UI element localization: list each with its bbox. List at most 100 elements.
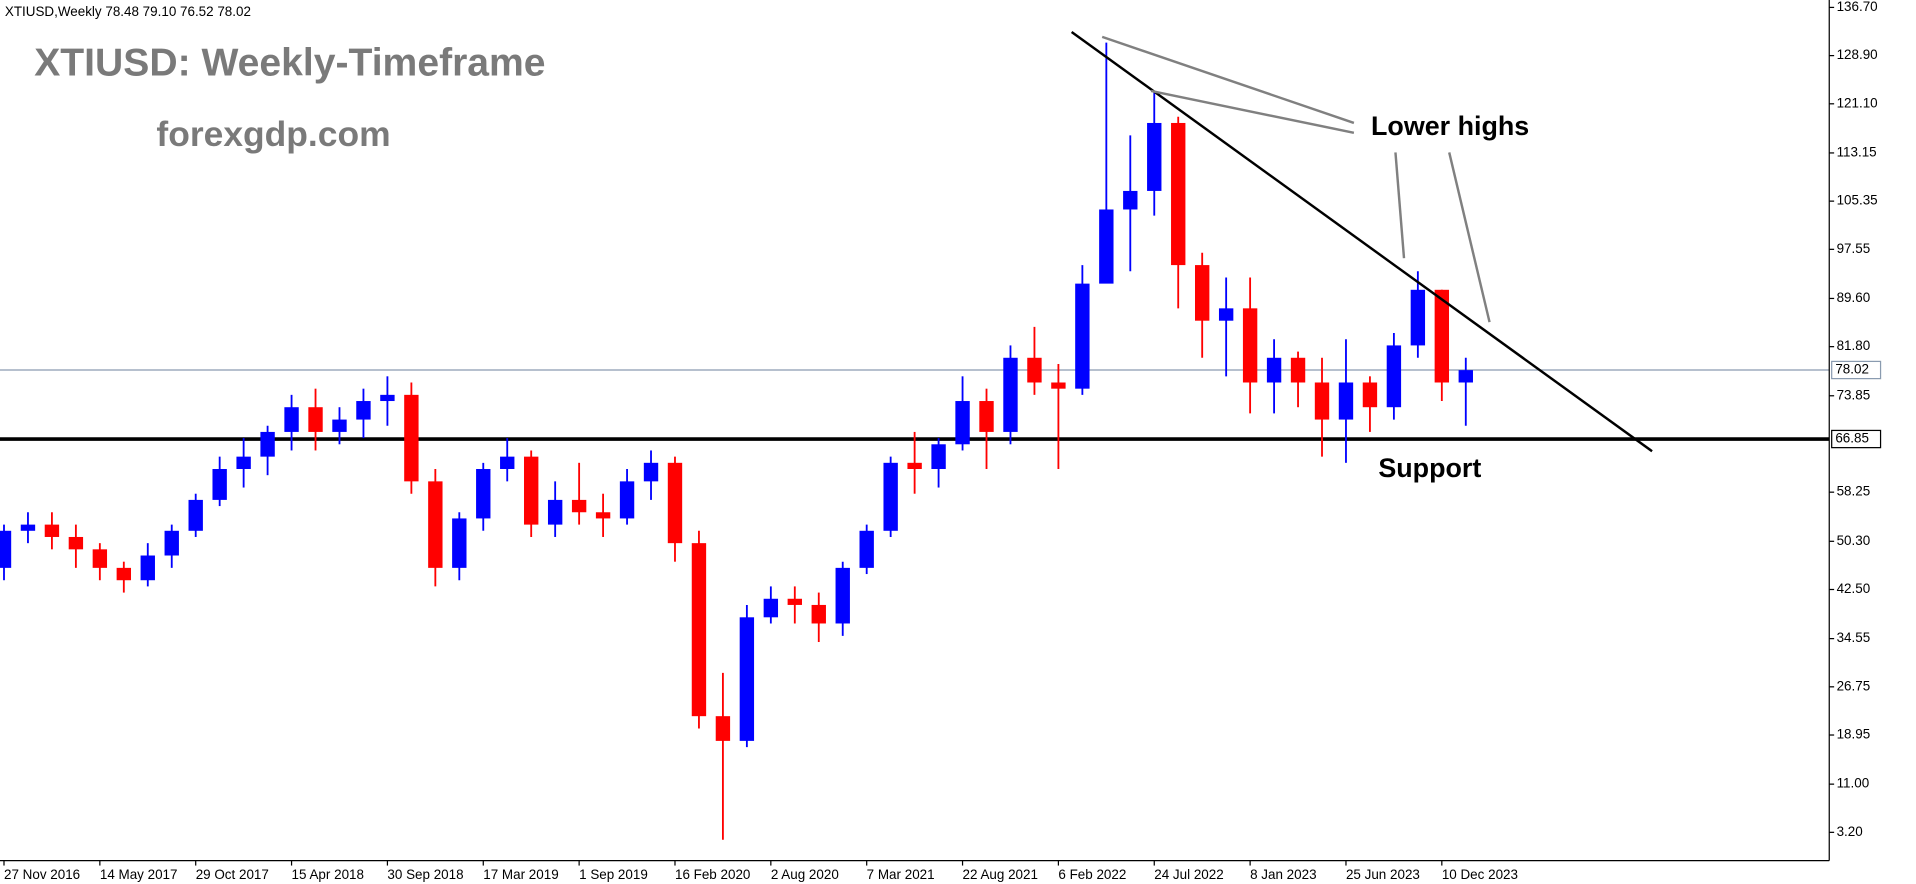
candle-body — [739, 617, 755, 741]
candle-body — [92, 549, 108, 568]
candle-body — [787, 598, 802, 605]
candle-body — [1027, 357, 1042, 383]
pointer — [1448, 152, 1491, 323]
candle-body — [907, 462, 922, 470]
candle-body — [380, 394, 395, 402]
x-tick-label: 14 May 2017 — [100, 867, 178, 882]
annotation: Lower highs — [1371, 111, 1529, 141]
y-tick-label: 50.30 — [1837, 533, 1871, 548]
candle-body — [260, 431, 275, 457]
x-tick-label: 24 Jul 2022 — [1154, 867, 1223, 882]
y-tick-label: 128.90 — [1837, 47, 1878, 62]
candle-body — [1338, 382, 1354, 420]
candle-body — [476, 469, 491, 519]
candle-body — [428, 481, 443, 568]
y-tick-label: 58.25 — [1837, 484, 1871, 499]
annotation: Support — [1378, 453, 1481, 483]
x-tick-label: 7 Mar 2021 — [867, 867, 935, 882]
candle-body — [979, 401, 994, 432]
candle-body — [1147, 122, 1162, 191]
x-tick-label: 8 Jan 2023 — [1250, 867, 1316, 882]
candle-body — [883, 462, 898, 531]
x-tick-label: 25 Jun 2023 — [1346, 867, 1420, 882]
chart-title: XTIUSD: Weekly-Timeframe — [34, 40, 545, 84]
x-tick-label: 1 Sep 2019 — [579, 867, 648, 882]
pointer — [1150, 89, 1355, 134]
x-tick-label: 2 Aug 2020 — [771, 867, 839, 882]
candle-body — [1362, 382, 1378, 408]
y-tick-label: 97.55 — [1837, 241, 1871, 256]
candle-body — [1434, 289, 1450, 383]
candle-body — [595, 512, 611, 519]
candle-body — [0, 530, 12, 568]
y-tick-label: 89.60 — [1837, 290, 1871, 305]
candle-body — [524, 456, 539, 525]
candle-body — [212, 469, 227, 500]
x-tick-label: 27 Nov 2016 — [4, 867, 80, 882]
candle-body — [811, 604, 826, 624]
candle-body — [1194, 265, 1210, 321]
price-label-box — [1831, 360, 1882, 380]
pointer — [1101, 35, 1355, 125]
x-tick-label: 15 Apr 2018 — [292, 867, 364, 882]
candle-body — [164, 530, 179, 556]
candle-body — [1458, 370, 1473, 383]
candle-body — [188, 499, 203, 531]
price-label: 78.02 — [1835, 362, 1869, 377]
x-tick-label: 6 Feb 2022 — [1058, 867, 1126, 882]
price-label-box — [1831, 429, 1882, 449]
info-line: XTIUSD,Weekly 78.48 79.10 76.52 78.02 — [5, 4, 251, 19]
y-tick-label: 121.10 — [1837, 95, 1878, 110]
candle-body — [20, 524, 36, 531]
x-tick-label: 16 Feb 2020 — [675, 867, 750, 882]
candle-body — [1290, 357, 1306, 383]
y-tick-label: 113.15 — [1837, 144, 1877, 159]
candle-body — [859, 530, 874, 568]
candle-body — [835, 567, 850, 624]
candle-body — [715, 716, 731, 741]
candle-body — [116, 567, 132, 581]
candle-body — [931, 444, 946, 470]
x-tick-label: 30 Sep 2018 — [387, 867, 463, 882]
candle-body — [1266, 357, 1282, 383]
candle-body — [1242, 308, 1258, 383]
candle-body — [763, 598, 779, 618]
plot-area — [0, 42, 1830, 840]
candle-body — [452, 518, 467, 568]
candle-body — [332, 419, 347, 432]
y-tick-label: 136.70 — [1837, 0, 1878, 14]
candle-body — [619, 481, 635, 519]
candle-body — [68, 536, 84, 550]
candle-body — [1123, 190, 1138, 210]
y-tick-label: 11.00 — [1837, 776, 1870, 791]
axes: 136.70 128.90 121.10 113.15 105.35 97.55 89.60… — [3, 0, 1882, 882]
candle-body — [643, 462, 659, 482]
y-tick-label: 105.35 — [1837, 193, 1878, 208]
candle-body — [571, 499, 587, 513]
candle-body — [547, 499, 563, 525]
price-label: 66.85 — [1835, 431, 1869, 446]
candle-body — [1075, 283, 1090, 389]
candle-body — [667, 462, 683, 544]
candle-body — [236, 456, 251, 470]
candle-body — [1218, 308, 1234, 321]
chart-subtitle: forexgdp.com — [156, 114, 390, 154]
y-tick-label: 34.55 — [1837, 630, 1871, 645]
candle-body — [308, 407, 323, 432]
candle-body — [500, 456, 515, 470]
candle-body — [691, 543, 707, 717]
y-tick-label: 73.85 — [1837, 387, 1871, 402]
candle-body — [955, 401, 970, 445]
candle-body — [1314, 382, 1330, 420]
y-tick-label: 3.20 — [1837, 824, 1863, 839]
candle-body — [404, 394, 419, 482]
candle-body — [356, 401, 371, 420]
candle-body — [1410, 289, 1426, 346]
y-tick-label: 18.95 — [1837, 727, 1871, 742]
x-tick-label: 22 Aug 2021 — [963, 867, 1038, 882]
candle-body — [1386, 345, 1402, 408]
x-tick-label: 10 Dec 2023 — [1442, 867, 1518, 882]
x-tick-label: 17 Mar 2019 — [483, 867, 558, 882]
